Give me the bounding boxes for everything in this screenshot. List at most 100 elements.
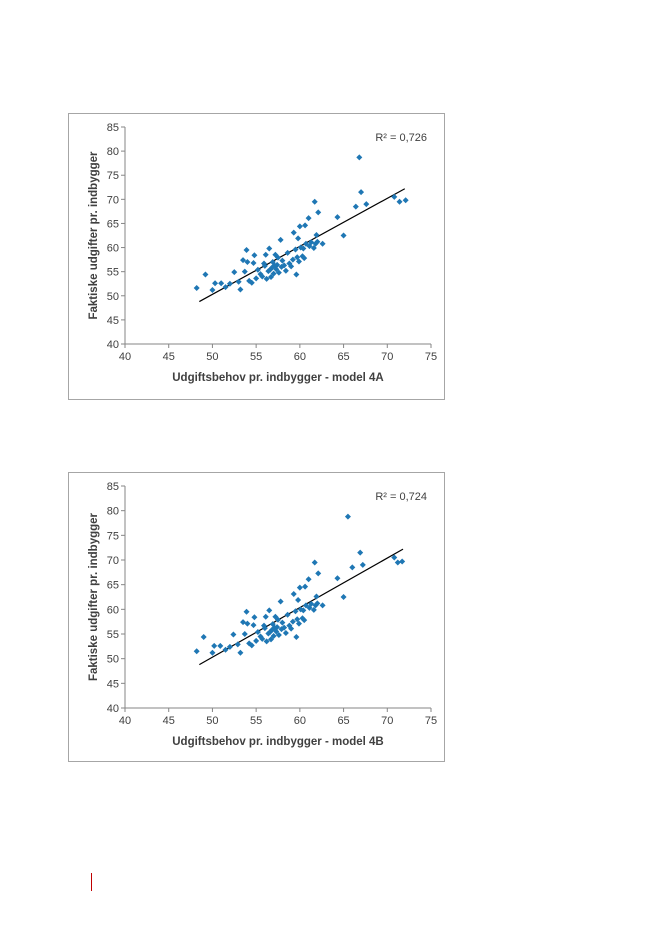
- data-point: [288, 625, 295, 632]
- data-point: [396, 198, 403, 205]
- x-tick-label: 65: [337, 351, 349, 363]
- data-point: [289, 256, 296, 263]
- trendline: [199, 188, 406, 303]
- x-axis-title: Udgiftsbehov pr. indbygger - model 4A: [172, 372, 384, 384]
- y-tick-label: 75: [107, 170, 119, 182]
- data-point: [262, 613, 269, 620]
- data-point: [279, 619, 286, 626]
- scatter-chart-model-4a: 40 45 50 55 60 65 70 75 80 85 40 45 50 55 60 65 70 75 Udgi…: [68, 113, 445, 400]
- data-point: [340, 594, 347, 600]
- y-tick-label: 85: [107, 122, 119, 134]
- data-point: [296, 223, 303, 230]
- scatter-chart-model-4b: 40 45 50 55 60 65 70 75 80 85 40 45 50 55 60 65 70 75 Udgi…: [68, 472, 445, 762]
- data-point: [271, 624, 278, 631]
- data-point: [273, 628, 280, 635]
- data-point: [231, 269, 238, 276]
- data-point: [211, 642, 218, 649]
- data-point: [251, 252, 258, 259]
- data-point: [295, 235, 302, 242]
- y-tick-label: 60: [107, 604, 119, 616]
- data-point: [334, 214, 341, 221]
- data-point: [265, 268, 272, 275]
- data-point: [222, 284, 229, 291]
- data-point: [226, 643, 233, 650]
- data-point: [302, 583, 309, 590]
- data-point: [294, 254, 301, 261]
- data-point: [340, 232, 347, 239]
- data-point: [240, 257, 247, 264]
- data-point: [296, 584, 303, 591]
- data-point: [240, 619, 247, 626]
- data-point: [310, 606, 317, 613]
- data-point: [270, 632, 277, 639]
- x-tick-label: 40: [119, 351, 131, 363]
- y-tick-label: 55: [107, 267, 119, 279]
- x-axis-title: Udgiftsbehov pr. indbygger - model 4B: [172, 736, 384, 748]
- y-tick-label: 75: [107, 530, 119, 542]
- data-point: [250, 622, 257, 629]
- data-point: [218, 280, 225, 287]
- y-tick-label: 55: [107, 629, 119, 641]
- y-tick-label: 45: [107, 315, 119, 327]
- data-point: [297, 244, 304, 251]
- data-point: [313, 232, 320, 239]
- data-point: [193, 285, 200, 292]
- y-axis-title: Faktiske udgifter pr. indbygger: [88, 151, 100, 320]
- data-point: [356, 154, 363, 161]
- data-point: [243, 246, 250, 253]
- data-point: [292, 608, 299, 615]
- data-point: [274, 261, 281, 268]
- data-point: [259, 635, 266, 642]
- data-point: [237, 649, 244, 656]
- data-point: [284, 249, 291, 256]
- data-point: [212, 280, 219, 287]
- data-point: [246, 640, 253, 647]
- data-point: [265, 630, 272, 637]
- data-point: [266, 245, 273, 252]
- data-point: [295, 258, 302, 265]
- data-point: [305, 576, 312, 583]
- data-point: [253, 275, 260, 282]
- x-tick-label: 50: [206, 715, 218, 727]
- data-point: [253, 637, 260, 644]
- data-point: [254, 266, 261, 273]
- data-point: [358, 189, 365, 196]
- x-tick-label: 70: [381, 351, 393, 363]
- data-point: [234, 641, 241, 648]
- data-point: [241, 631, 248, 637]
- data-point: [259, 273, 266, 280]
- data-point: [306, 243, 313, 250]
- x-tick-label: 65: [337, 715, 349, 727]
- data-point: [244, 259, 251, 266]
- data-point: [217, 642, 224, 649]
- data-point: [300, 607, 307, 614]
- data-point: [281, 262, 288, 269]
- data-point: [282, 630, 289, 637]
- data-point: [310, 245, 317, 252]
- data-point: [294, 616, 301, 623]
- data-point: [279, 257, 286, 264]
- y-tick-label: 45: [107, 678, 119, 690]
- x-tick-label: 55: [250, 351, 262, 363]
- data-point: [306, 604, 313, 611]
- data-point: [275, 269, 282, 276]
- data-point: [290, 591, 297, 598]
- data-point: [275, 254, 281, 261]
- data-point: [193, 648, 200, 655]
- data-point: [241, 268, 248, 275]
- x-tick-label: 45: [163, 715, 175, 727]
- data-point: [200, 633, 207, 640]
- data-point: [357, 549, 364, 556]
- y-tick-label: 70: [107, 194, 119, 206]
- data-point: [281, 624, 288, 631]
- data-point: [263, 638, 270, 645]
- data-point: [315, 570, 322, 577]
- data-point: [314, 600, 321, 607]
- data-point: [263, 275, 270, 282]
- y-tick-label: 80: [107, 146, 119, 158]
- data-point: [292, 246, 299, 253]
- data-point: [311, 198, 318, 205]
- data-point: [290, 229, 297, 236]
- data-point: [248, 642, 255, 649]
- data-point: [349, 564, 356, 571]
